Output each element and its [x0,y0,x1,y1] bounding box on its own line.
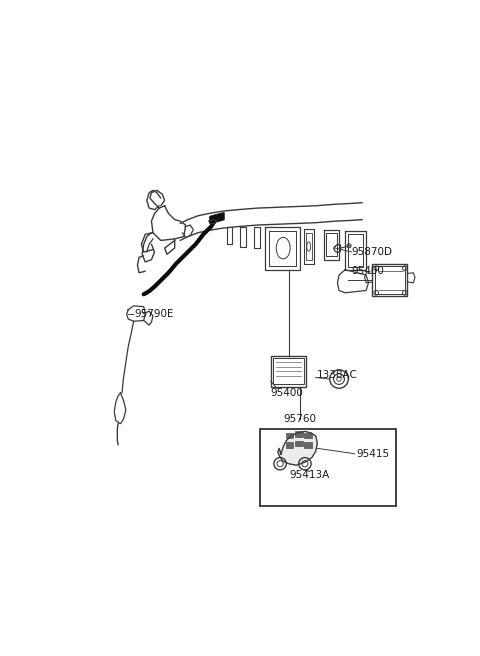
Bar [286,433,293,438]
Bar [304,442,312,447]
Text: 95400: 95400 [351,266,384,276]
Polygon shape [210,213,224,224]
Polygon shape [278,432,317,465]
Text: 95760: 95760 [284,414,317,424]
Bar [295,441,302,446]
Bar [372,264,407,296]
Text: 95413A: 95413A [289,470,330,480]
Text: 95870D: 95870D [351,247,393,257]
Bar [295,432,302,437]
Bar [273,358,304,384]
Text: 1338AC: 1338AC [317,370,358,380]
Text: 95415: 95415 [356,449,389,459]
Text: 95790E: 95790E [134,308,174,319]
Text: 95400: 95400 [271,388,304,398]
Bar [260,429,396,506]
Bar [271,356,306,387]
Bar [375,266,405,293]
Bar [286,442,293,447]
Bar [304,433,312,438]
